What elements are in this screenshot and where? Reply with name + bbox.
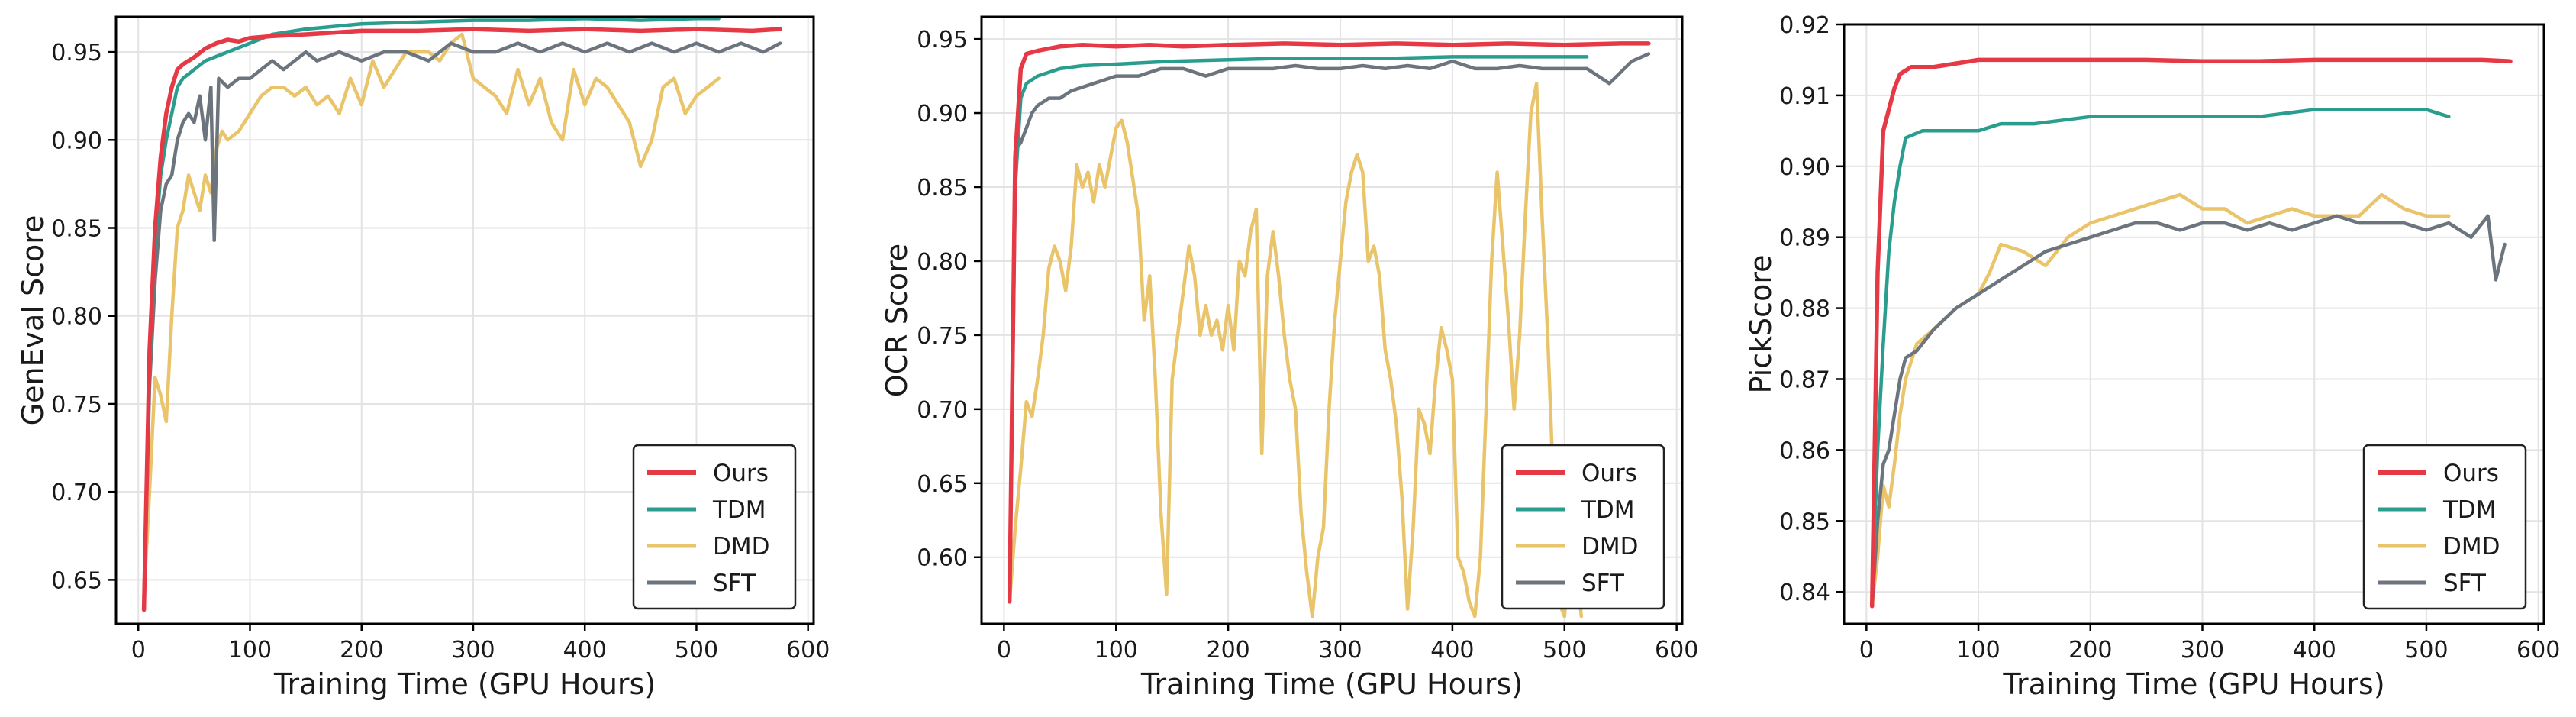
legend-label-dmd: DMD xyxy=(713,533,770,560)
series-line-sft xyxy=(1008,52,1651,604)
axes-frame xyxy=(1843,23,2545,625)
x-tick-label: 400 xyxy=(2293,637,2336,664)
y-axis-label: OCR Score xyxy=(880,244,914,397)
legend-label-sft: SFT xyxy=(1581,570,1625,597)
y-tick-label: 0.95 xyxy=(51,40,102,66)
y-tick-label: 0.90 xyxy=(1779,154,1830,181)
legend-label-tdm: TDM xyxy=(2442,496,2497,524)
x-tick-label: 100 xyxy=(1956,637,2000,664)
series-line-tdm xyxy=(1008,55,1589,604)
series-line-dmd xyxy=(1008,82,1584,618)
y-tick-label: 0.85 xyxy=(917,175,968,202)
axes-frame xyxy=(980,15,1684,625)
y-tick-label: 0.70 xyxy=(51,480,102,506)
legend-label-sft: SFT xyxy=(713,570,756,597)
series-line-ours xyxy=(1869,57,2513,609)
x-tick-label: 500 xyxy=(2404,637,2448,664)
legend-label-tdm: TDM xyxy=(1581,496,1635,524)
y-tick-label: 0.87 xyxy=(1779,367,1830,393)
x-tick-label: 600 xyxy=(2516,637,2560,664)
series-line-ours xyxy=(1007,41,1651,604)
y-tick-label: 0.75 xyxy=(917,323,968,350)
series-line-sft xyxy=(142,41,782,609)
y-tick-label: 0.80 xyxy=(917,249,968,276)
legend-label-ours: Ours xyxy=(713,460,769,487)
x-tick-label: 400 xyxy=(563,637,607,664)
chart-panel-1: 0 100 200 300 400 500 600 0.65 0.70 0.75 0.80 0.85 0… xyxy=(16,15,830,701)
series-lines xyxy=(1007,41,1651,618)
axes-frame xyxy=(114,15,815,625)
legend: Ours TDM DMD SFT xyxy=(2362,444,2527,610)
legend-label-dmd: DMD xyxy=(1581,533,1639,560)
series-line-tdm xyxy=(1870,108,2451,601)
y-tick-label: 0.86 xyxy=(1779,438,1830,464)
y-tick-label: 0.60 xyxy=(917,545,968,572)
y-tick-label: 0.80 xyxy=(51,304,102,331)
legend-label-tdm: TDM xyxy=(712,496,766,524)
y-tick-label: 0.90 xyxy=(51,128,102,154)
series-line-ours xyxy=(141,27,782,612)
x-axis-label: Training Time (GPU Hours) xyxy=(2002,667,2384,701)
x-tick-label: 400 xyxy=(1430,637,1474,664)
legend-label-ours: Ours xyxy=(2443,460,2499,487)
x-tick-label: 200 xyxy=(340,637,383,664)
series-line-dmd xyxy=(1870,192,2451,609)
legend-label-sft: SFT xyxy=(2443,570,2487,597)
chart-panel-3: 0 100 200 300 400 500 600 0.84 0.85 0.86 0.87 0.88 0… xyxy=(1744,12,2560,701)
x-tick-label: 100 xyxy=(228,637,272,664)
x-tick-label: 500 xyxy=(675,637,718,664)
y-axis-label: GenEval Score xyxy=(16,215,50,426)
x-tick-label: 300 xyxy=(2181,637,2224,664)
y-tick-label: 0.95 xyxy=(917,27,968,53)
legend-box xyxy=(2362,444,2527,610)
x-tick-label: 300 xyxy=(1318,637,1362,664)
legend-box xyxy=(632,444,797,610)
y-tick-label: 0.75 xyxy=(51,392,102,418)
x-axis-label: Training Time (GPU Hours) xyxy=(1140,667,1523,701)
legend-label-dmd: DMD xyxy=(2443,533,2500,560)
series-line-tdm xyxy=(142,17,721,599)
y-tick-label: 0.85 xyxy=(1779,509,1830,535)
y-tick-label: 0.70 xyxy=(917,397,968,424)
chart-panel-2: 0 100 200 300 400 500 600 0.60 0.65 0.70 0.75 0.80 0… xyxy=(880,15,1698,701)
series-line-dmd xyxy=(142,32,721,599)
y-tick-label: 0.88 xyxy=(1779,296,1830,323)
x-tick-label: 600 xyxy=(786,637,830,664)
legend: Ours TDM DMD SFT xyxy=(1501,444,1665,610)
y-tick-label: 0.65 xyxy=(917,471,968,498)
y-tick-label: 0.91 xyxy=(1779,83,1830,110)
x-tick-label: 0 xyxy=(131,637,146,664)
x-axis-label: Training Time (GPU Hours) xyxy=(273,667,656,701)
legend-label-ours: Ours xyxy=(1581,460,1637,487)
y-tick-label: 0.65 xyxy=(51,567,102,594)
y-axis-label: PickScore xyxy=(1744,255,1778,394)
y-tick-label: 0.89 xyxy=(1779,225,1830,252)
y-tick-label: 0.92 xyxy=(1779,12,1830,39)
x-tick-label: 0 xyxy=(1859,637,1874,664)
y-tick-label: 0.85 xyxy=(51,216,102,243)
x-tick-label: 200 xyxy=(1207,637,1250,664)
x-tick-label: 200 xyxy=(2068,637,2112,664)
x-tick-label: 500 xyxy=(1543,637,1586,664)
y-tick-label: 0.90 xyxy=(917,101,968,128)
series-line-sft xyxy=(1870,214,2507,609)
series-lines xyxy=(141,17,782,612)
legend-box xyxy=(1501,444,1665,610)
x-tick-label: 100 xyxy=(1095,637,1138,664)
y-tick-label: 0.84 xyxy=(1779,580,1830,606)
legend: Ours TDM DMD SFT xyxy=(632,444,797,610)
x-tick-label: 600 xyxy=(1655,637,1698,664)
x-tick-label: 0 xyxy=(997,637,1011,664)
x-tick-label: 300 xyxy=(451,637,495,664)
series-lines xyxy=(1869,57,2513,609)
